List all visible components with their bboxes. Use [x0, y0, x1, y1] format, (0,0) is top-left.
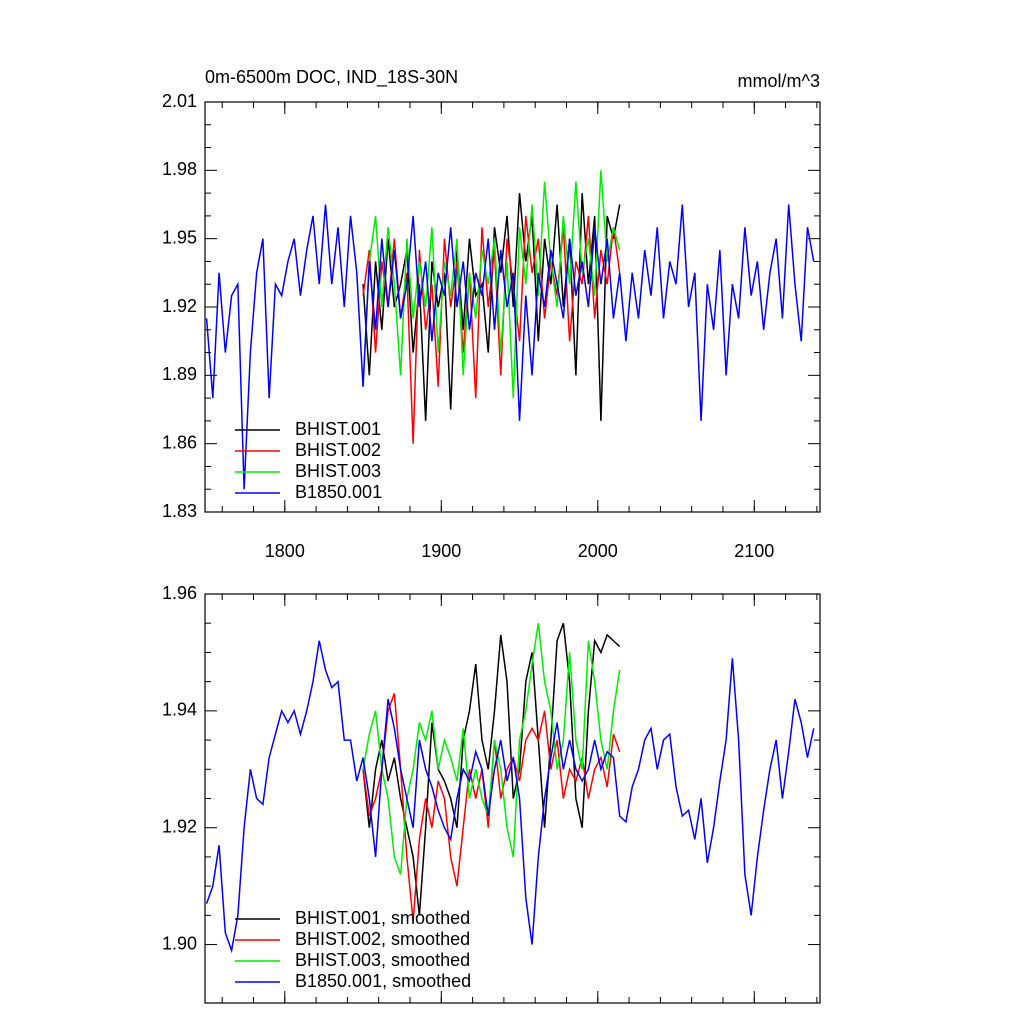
- legend-label: BHIST.002, smoothed: [295, 929, 470, 949]
- y-tick-label: 1.95: [162, 227, 197, 247]
- legend-label: B1850.001, smoothed: [295, 971, 471, 991]
- units-label: mmol/m^3: [738, 71, 820, 91]
- legend-label: BHIST.001: [295, 419, 381, 439]
- legend-label: BHIST.001, smoothed: [295, 908, 470, 928]
- legend-label: B1850.001: [295, 482, 382, 502]
- y-tick-label: 1.92: [162, 816, 197, 836]
- series-line: [362, 170, 621, 399]
- x-tick-label: 2000: [578, 541, 618, 561]
- y-tick-label: 1.92: [162, 296, 197, 316]
- y-tick-label: 2.01: [162, 91, 197, 111]
- y-tick-label: 1.83: [162, 501, 197, 521]
- series-line: [362, 622, 621, 916]
- series-line: [205, 640, 815, 954]
- legend-label: BHIST.003, smoothed: [295, 950, 470, 970]
- y-tick-label: 1.90: [162, 933, 197, 953]
- y-tick-label: 1.96: [162, 583, 197, 603]
- y-tick-label: 1.86: [162, 432, 197, 452]
- legend-label: BHIST.002: [295, 440, 381, 460]
- legend-label: BHIST.003: [295, 461, 381, 481]
- chart-title: 0m-6500m DOC, IND_18S-30N: [205, 67, 458, 88]
- x-tick-label: 2100: [734, 541, 774, 561]
- y-tick-label: 1.89: [162, 364, 197, 384]
- y-tick-label: 1.98: [162, 159, 197, 179]
- x-tick-label: 1900: [421, 541, 461, 561]
- y-tick-label: 1.94: [162, 700, 197, 720]
- x-tick-label: 1800: [265, 541, 305, 561]
- series-line: [205, 204, 815, 490]
- series-line: [362, 623, 621, 875]
